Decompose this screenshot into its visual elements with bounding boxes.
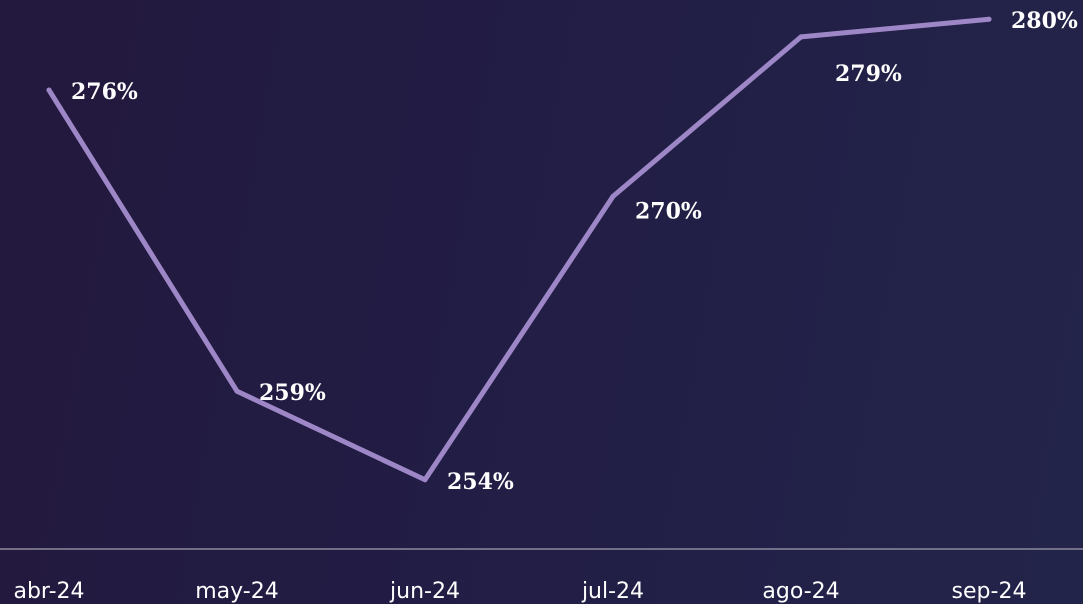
data-label-jul-24: 270% bbox=[635, 198, 702, 224]
x-tick-label-sep-24: sep-24 bbox=[952, 579, 1027, 604]
data-label-ago-24: 279% bbox=[835, 61, 902, 87]
series-line bbox=[46, 16, 992, 483]
data-point-may-24 bbox=[234, 388, 240, 394]
data-label-may-24: 259% bbox=[259, 380, 326, 406]
data-point-ago-24 bbox=[798, 34, 804, 40]
data-point-jul-24 bbox=[610, 193, 616, 199]
data-point-sep-24 bbox=[986, 16, 992, 22]
data-point-abr-24 bbox=[46, 87, 52, 93]
x-tick-label-ago-24: ago-24 bbox=[762, 579, 839, 604]
data-labels: 276% 259% 254% 270% 279% 280% bbox=[46, 8, 1078, 495]
x-tick-label-may-24: may-24 bbox=[195, 579, 278, 604]
data-point-jun-24 bbox=[422, 477, 428, 483]
data-label-sep-24: 280% bbox=[1011, 8, 1078, 34]
data-label-abr-24: 276% bbox=[71, 79, 138, 105]
x-axis-tick-labels: abr-24 may-24 jun-24 jul-24 ago-24 sep-24 bbox=[13, 579, 1026, 604]
x-tick-label-jun-24: jun-24 bbox=[389, 579, 460, 604]
x-tick-label-abr-24: abr-24 bbox=[13, 579, 84, 604]
data-label-jun-24: 254% bbox=[447, 469, 514, 495]
x-tick-label-jul-24: jul-24 bbox=[581, 579, 644, 604]
